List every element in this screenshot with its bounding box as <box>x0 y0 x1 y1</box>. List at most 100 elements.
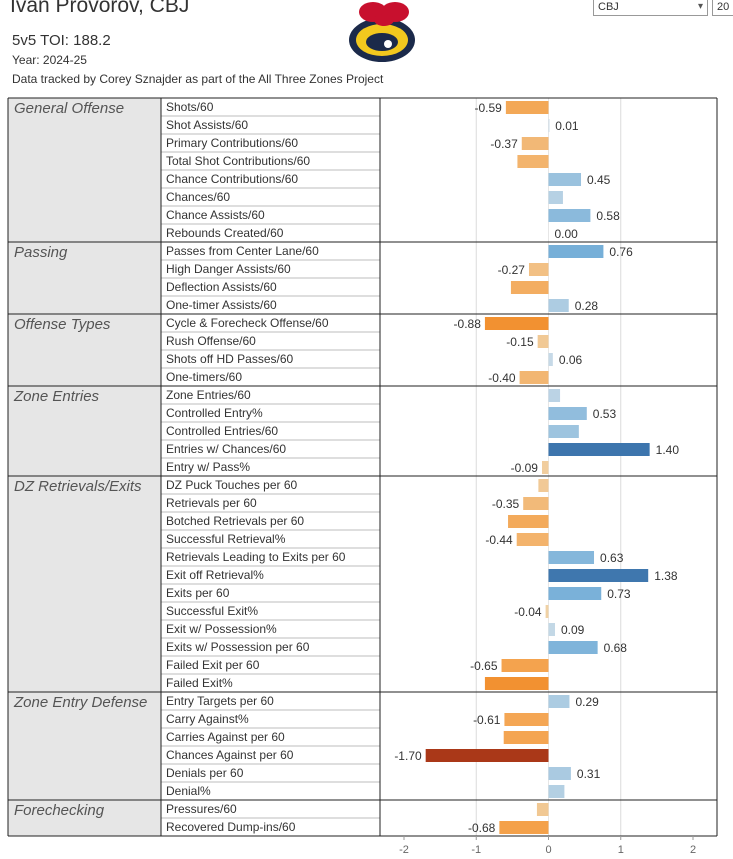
metric-bar <box>548 119 550 132</box>
season-select-value: 20 <box>717 1 730 13</box>
metric-label: Chances/60 <box>166 190 230 204</box>
value-label: -0.65 <box>470 659 498 673</box>
value-label: -0.09 <box>511 461 539 475</box>
x-tick-label: -2 <box>399 844 409 856</box>
metric-label: Successful Retrieval% <box>166 532 286 546</box>
value-label: 1.38 <box>654 569 678 583</box>
metric-bar <box>499 821 549 834</box>
metric-label: Entry Targets per 60 <box>166 694 274 708</box>
metric-label: One-timers/60 <box>166 370 242 384</box>
group-label: Zone Entries <box>13 388 100 405</box>
metric-bar <box>548 569 649 582</box>
group-label: General Offense <box>14 100 124 117</box>
metric-label: Controlled Entries/60 <box>166 424 278 438</box>
team-select[interactable]: CBJ ▾ <box>593 0 708 16</box>
metric-label: Chances Against per 60 <box>166 748 294 762</box>
metric-label: Rebounds Created/60 <box>166 226 284 240</box>
value-label: 0.76 <box>609 245 633 259</box>
group-cell <box>8 476 161 692</box>
metric-bar <box>516 533 549 546</box>
metric-bar <box>548 407 587 420</box>
value-label: 0.53 <box>593 407 617 421</box>
metric-bar <box>548 623 556 636</box>
metric-bar <box>528 263 549 276</box>
metric-label: Shot Assists/60 <box>166 118 248 132</box>
metric-bar <box>504 713 549 726</box>
value-label: -0.15 <box>506 335 534 349</box>
x-tick-label: 1 <box>618 844 624 856</box>
metric-label: High Danger Assists/60 <box>166 262 291 276</box>
metric-label: Total Shot Contributions/60 <box>166 154 310 168</box>
x-tick-label: 2 <box>690 844 696 856</box>
group-label: Passing <box>14 244 68 261</box>
metric-bar <box>548 695 570 708</box>
metric-label: One-timer Assists/60 <box>166 298 277 312</box>
group-label: Offense Types <box>14 316 111 333</box>
group-cell <box>8 800 161 836</box>
metric-label: Chance Contributions/60 <box>166 172 298 186</box>
value-label: -0.44 <box>485 533 513 547</box>
metric-label: Cycle & Forecheck Offense/60 <box>166 316 329 330</box>
x-tick-label: 0 <box>545 844 551 856</box>
value-label: -0.35 <box>492 497 520 511</box>
metric-label: Successful Exit% <box>166 604 258 618</box>
metric-label: Denials per 60 <box>166 766 244 780</box>
value-label: 0.29 <box>575 695 599 709</box>
value-label: -0.59 <box>475 101 503 115</box>
value-label: 0.00 <box>555 227 579 241</box>
value-label: -0.37 <box>490 137 518 151</box>
metric-bar <box>548 785 565 798</box>
metric-label: Exit off Retrieval% <box>166 568 264 582</box>
metric-bar <box>505 101 549 114</box>
value-label: 1.40 <box>656 443 680 457</box>
value-label: -1.70 <box>394 749 422 763</box>
metric-bar <box>510 281 549 294</box>
metric-bar <box>537 335 549 348</box>
metric-bar <box>548 767 571 780</box>
season-select[interactable]: 20 <box>712 0 733 16</box>
value-label: -0.68 <box>468 821 496 835</box>
metric-label: Passes from Center Lane/60 <box>166 244 319 258</box>
metric-bar <box>538 479 549 492</box>
value-label: -0.40 <box>488 371 516 385</box>
group-cell <box>8 386 161 476</box>
metric-label: Entry w/ Pass% <box>166 460 250 474</box>
metric-bar <box>484 317 549 330</box>
metric-bar <box>548 551 595 564</box>
group-cell <box>8 98 161 242</box>
metric-bar <box>541 461 549 474</box>
metric-label: Retrievals Leading to Exits per 60 <box>166 550 346 564</box>
value-label: 0.68 <box>604 641 628 655</box>
metric-label: Chance Assists/60 <box>166 208 265 222</box>
metric-label: Carries Against per 60 <box>166 730 285 744</box>
metric-bar <box>548 641 598 654</box>
metric-bar <box>548 389 561 402</box>
metric-label: Recovered Dump-ins/60 <box>166 820 296 834</box>
value-label: 0.06 <box>559 353 583 367</box>
metric-label: Pressures/60 <box>166 802 237 816</box>
value-label: 0.73 <box>607 587 631 601</box>
metric-label: DZ Puck Touches per 60 <box>166 478 298 492</box>
value-label: -0.88 <box>454 317 482 331</box>
metric-label: Deflection Assists/60 <box>166 280 277 294</box>
metric-label: Denial% <box>166 784 211 798</box>
metric-bar <box>548 191 563 204</box>
data-credit: Data tracked by Corey Sznajder as part o… <box>12 72 384 86</box>
metric-label: Exit w/ Possession% <box>166 622 277 636</box>
x-tick-label: -1 <box>471 844 481 856</box>
metric-bar <box>519 371 549 384</box>
value-label: 0.63 <box>600 551 624 565</box>
value-label: -0.27 <box>498 263 526 277</box>
metric-label: Shots/60 <box>166 100 214 114</box>
team-logo-icon <box>349 2 415 62</box>
metric-bar <box>545 605 549 618</box>
metric-label: Carry Against% <box>166 712 249 726</box>
metric-bar <box>548 587 602 600</box>
metric-label: Shots off HD Passes/60 <box>166 352 294 366</box>
value-label: -0.04 <box>514 605 542 619</box>
value-label: -0.61 <box>473 713 501 727</box>
metric-bar <box>548 209 591 222</box>
value-label: 0.58 <box>596 209 620 223</box>
metric-label: Failed Exit% <box>166 676 233 690</box>
group-cell <box>8 242 161 314</box>
